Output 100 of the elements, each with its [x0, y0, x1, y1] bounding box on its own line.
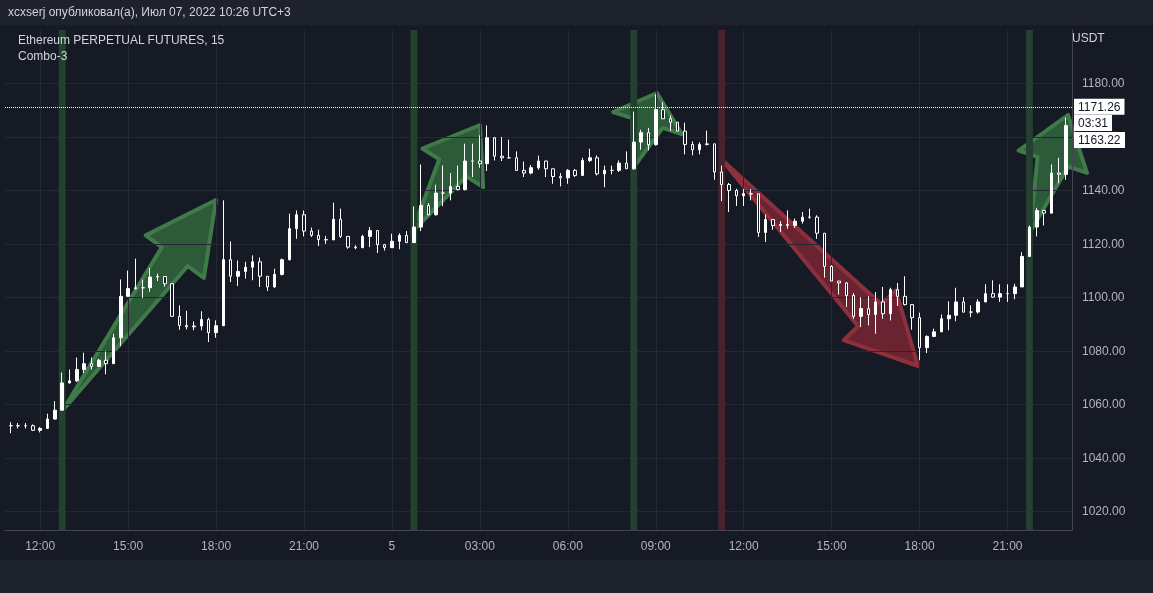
- candlestick: [68, 369, 71, 384]
- candlestick: [603, 165, 606, 188]
- candlestick: [757, 193, 760, 238]
- candlestick: [156, 273, 159, 282]
- candlestick: [581, 157, 584, 176]
- candlestick: [148, 267, 152, 293]
- candlestick: [515, 150, 518, 171]
- candlestick: [910, 303, 914, 331]
- x-tick-label: 5: [388, 539, 396, 553]
- candlestick: [735, 188, 738, 207]
- candlestick: [434, 184, 438, 217]
- candlestick: [698, 141, 701, 155]
- candlestick: [837, 280, 841, 295]
- candlestick: [859, 296, 863, 328]
- candlestick: [75, 357, 79, 383]
- candlestick: [170, 282, 174, 317]
- candlestick: [1020, 251, 1024, 288]
- y-tick-label: 1040.00: [1082, 450, 1126, 465]
- candlestick: [639, 129, 643, 151]
- y-tick-label: 1180.00: [1082, 76, 1125, 91]
- candlestick: [793, 218, 797, 229]
- candlestick: [625, 150, 628, 170]
- candlestick: [889, 287, 892, 321]
- candlestick: [954, 287, 958, 322]
- candlestick: [427, 202, 430, 216]
- x-tick-label: 21:00: [992, 539, 1023, 553]
- candlestick: [214, 319, 218, 339]
- candlestick: [390, 233, 394, 249]
- candlestick: [398, 232, 401, 250]
- chart-title: Ethereum PERPETUAL FUTURES, 15: [18, 33, 225, 47]
- text: 03:31: [1074, 114, 1113, 131]
- x-tick-label: 15:00: [816, 539, 847, 553]
- candlestick: [53, 400, 57, 421]
- x-tick-label: 09:00: [640, 539, 672, 553]
- candlestick: [273, 268, 276, 289]
- candlestick: [478, 134, 482, 169]
- candlestick: [749, 188, 753, 201]
- candlestick: [368, 226, 372, 248]
- y-tick-label: 1140.00: [1082, 183, 1125, 198]
- candlestick: [632, 111, 636, 171]
- candlestick: [82, 352, 86, 374]
- candlestick: [874, 291, 877, 335]
- y-tick-label: 1060.00: [1082, 397, 1126, 412]
- candlestick: [720, 165, 723, 202]
- candlestick: [918, 312, 921, 361]
- candlestick: [507, 139, 511, 160]
- candlestick: [200, 310, 203, 331]
- candlestick: [244, 261, 247, 280]
- x-tick-label: 03:00: [464, 539, 496, 553]
- candlestick: [471, 143, 474, 178]
- candlestick: [295, 209, 298, 240]
- y-tick-label: 1080.00: [1082, 343, 1126, 358]
- candlestick: [456, 165, 460, 191]
- text: Combo-3: [18, 49, 68, 63]
- candlestick: [676, 121, 679, 132]
- candlestick: [896, 282, 899, 307]
- candlestick: [925, 334, 929, 354]
- candlestick: [141, 279, 145, 299]
- candlestick: [845, 281, 848, 308]
- y-axis-title: USDT: [1072, 31, 1106, 45]
- candlestick: [376, 230, 379, 254]
- x-tick-label: 12:00: [728, 539, 760, 553]
- candlestick: [1057, 157, 1061, 184]
- candlestick: [830, 264, 833, 282]
- candlestick: [691, 141, 694, 156]
- candlestick: [976, 298, 980, 315]
- candlestick: [617, 159, 621, 173]
- candlestick: [97, 358, 101, 368]
- candlestick: [786, 209, 789, 230]
- candlestick: [544, 160, 548, 178]
- candlestick: [229, 241, 232, 283]
- candlestick: [522, 161, 526, 178]
- candlestick: [537, 155, 540, 171]
- candlestick: [529, 164, 533, 175]
- candlestick: [324, 235, 328, 245]
- candlestick: [947, 300, 951, 331]
- candlestick: [881, 286, 885, 320]
- candlestick: [493, 136, 496, 161]
- candlestick: [126, 270, 130, 297]
- candlestick: [559, 172, 562, 187]
- candlestick: [419, 163, 423, 232]
- candlestick: [288, 213, 291, 261]
- text: 1163.22: [1074, 131, 1125, 148]
- candlestick: [412, 205, 416, 244]
- candlestick: [38, 426, 42, 433]
- candlestick: [310, 227, 313, 238]
- candlestick: [742, 188, 745, 207]
- candlestick: [112, 333, 115, 365]
- candlestick: [573, 168, 577, 178]
- candlestick: [713, 143, 716, 181]
- candlestick: [46, 413, 49, 429]
- candlestick: [595, 154, 599, 176]
- candlestick: [354, 244, 357, 250]
- candlestick: [647, 127, 650, 151]
- candlestick: [1064, 117, 1068, 181]
- candlestick: [332, 202, 335, 241]
- candlestick: [932, 328, 936, 338]
- candlestick: [801, 211, 804, 225]
- ref-line-label: 1171.26: [1078, 99, 1121, 114]
- candlestick: [463, 143, 467, 191]
